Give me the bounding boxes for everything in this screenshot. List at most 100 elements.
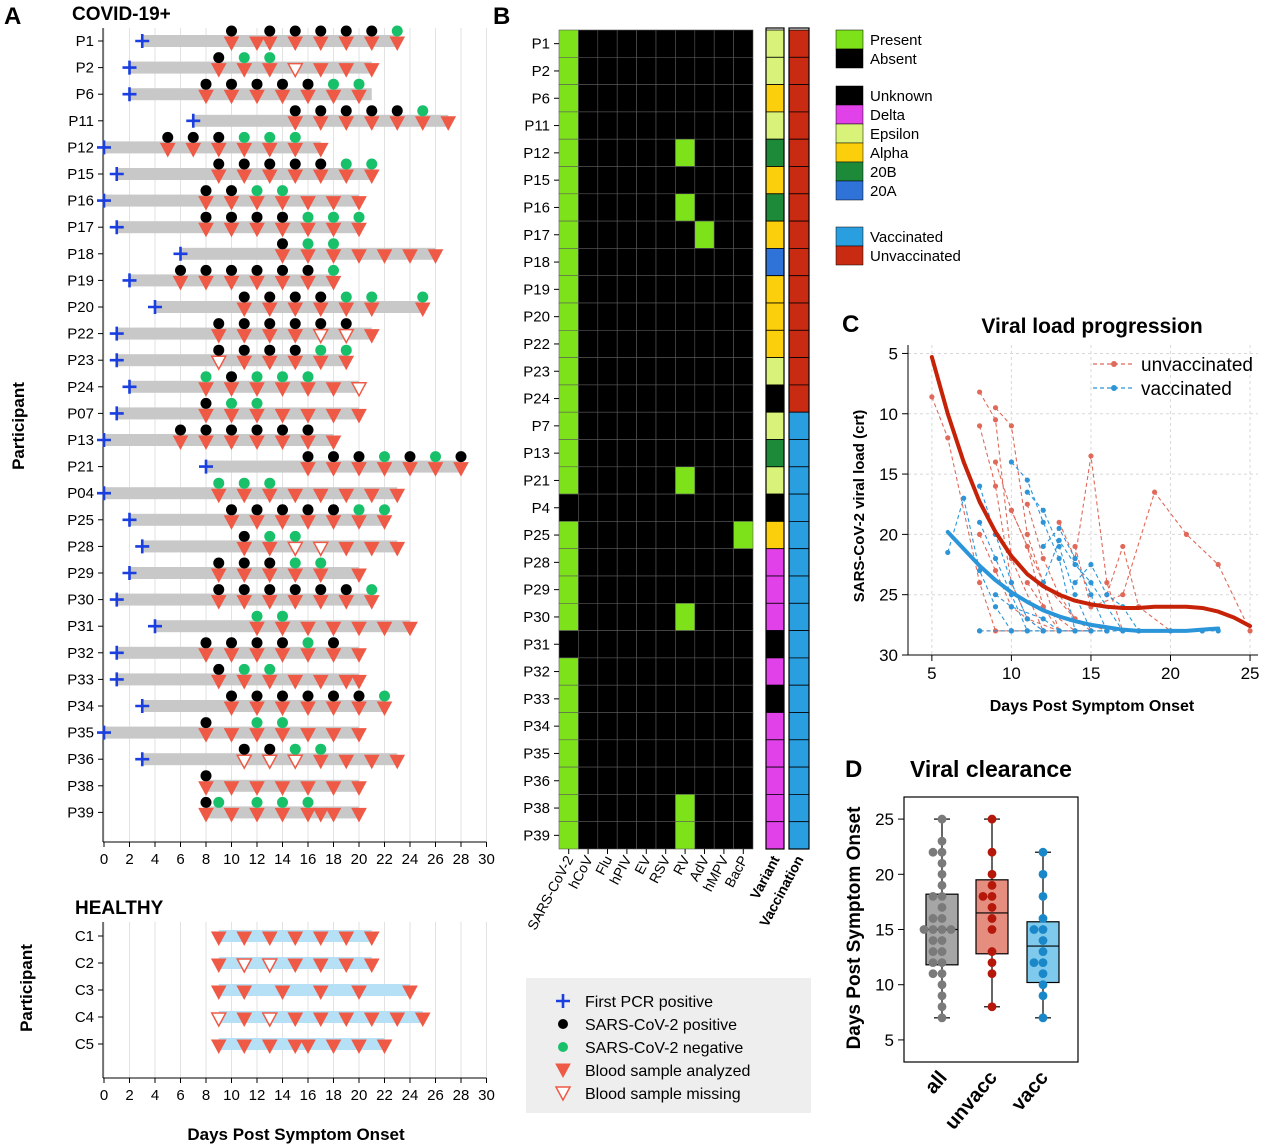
heatmap-cell: [655, 84, 676, 113]
pcr-positive-marker: [122, 87, 137, 102]
vaccination-cell: [788, 493, 810, 522]
box-data-point: [1038, 1013, 1048, 1023]
unvaccinated-series-line: [995, 407, 1091, 632]
variant-cell: [765, 548, 785, 577]
vaccinated-point: [1072, 592, 1078, 598]
blood-sample-marker: [351, 196, 367, 211]
blood-sample-marker: [325, 222, 342, 238]
vaccinated-point: [1056, 525, 1062, 531]
participant-label: P36: [67, 751, 94, 768]
negative-test-dot: [379, 504, 390, 516]
heatmap-cell: [578, 821, 599, 850]
positive-test-dot: [277, 424, 288, 436]
heatmap-cell: [597, 29, 618, 58]
blood-sample-marker: [274, 275, 291, 291]
blood-sample-marker: [249, 382, 265, 397]
participant-label: C2: [75, 955, 94, 972]
legend-vaccination-swatch: [835, 226, 864, 247]
heatmap-cell: [616, 275, 637, 304]
unvaccinated-fit-curve: [929, 355, 1253, 629]
panel-d-ylabel: Days Post Symptom Onset: [844, 806, 865, 1050]
blood-sample-marker: [287, 1039, 304, 1055]
participant-label: P15: [67, 166, 94, 183]
x-tick-label: 22: [376, 1087, 393, 1104]
positive-test-dot: [315, 291, 327, 303]
box-data-point: [987, 869, 997, 879]
participant-label: C3: [75, 982, 94, 999]
box-data-point: [987, 814, 997, 824]
heatmap-cell: [713, 302, 734, 331]
heatmap-cell: [655, 493, 676, 522]
box-data-point: [928, 958, 938, 968]
blood-sample-marker: [351, 985, 367, 1001]
legend-vaccination-swatch: [835, 245, 864, 266]
vaccinated-point: [1056, 555, 1062, 562]
participant-label: P17: [67, 219, 94, 236]
blood-sample-marker: [376, 621, 393, 637]
heatmap-cell: [558, 548, 579, 577]
box-data-point: [987, 1002, 997, 1012]
variant-cell: [765, 521, 785, 550]
heatmap-row-label: P12: [523, 145, 550, 162]
blood-sample-marker: [389, 36, 406, 52]
blood-sample-marker: [236, 63, 253, 78]
positive-test-dot: [302, 424, 314, 436]
heatmap-row-label: P36: [523, 773, 550, 790]
box-data-point: [1038, 914, 1048, 923]
heatmap-row-label: P2: [532, 63, 550, 80]
blood-sample-marker: [300, 701, 316, 717]
blood-sample-marker: [287, 674, 304, 690]
negative-test-dot: [353, 78, 365, 90]
heatmap-cell: [713, 193, 734, 222]
participant-label: P31: [67, 618, 94, 635]
heatmap-cell: [713, 166, 734, 195]
positive-test-dot: [238, 291, 250, 303]
blood-sample-marker: [312, 754, 329, 770]
heatmap-cell: [616, 138, 637, 167]
box-data-point: [1038, 936, 1048, 945]
heatmap-cell: [558, 193, 579, 222]
positive-test-dot: [302, 451, 314, 463]
heatmap-cell: [558, 248, 579, 276]
vaccinated-point: [1040, 507, 1046, 513]
negative-test-dot: [213, 796, 225, 808]
positive-test-dot: [200, 796, 212, 808]
vaccination-cell: [788, 138, 810, 167]
blood-sample-marker: [223, 408, 240, 424]
legend-presence-label: Present: [870, 32, 923, 49]
x-tick-label: 4: [151, 851, 159, 868]
heatmap-cell: [713, 548, 734, 577]
box-data-point: [937, 914, 947, 923]
positive-test-dot: [264, 344, 276, 356]
panel-d-letter: D: [845, 756, 862, 783]
heatmap-cell: [675, 302, 696, 331]
heatmap-cell: [675, 712, 696, 741]
heatmap-cell: [733, 84, 754, 113]
positive-test-dot: [226, 371, 237, 383]
blood-sample-marker: [338, 355, 355, 371]
variant-cell: [765, 138, 785, 167]
heatmap-cell: [675, 248, 696, 276]
heatmap-row-label: P13: [523, 445, 550, 462]
heatmap-cell: [616, 84, 637, 113]
blood-sample-marker: [325, 648, 342, 663]
blood-sample-marker: [261, 674, 278, 690]
legend-presence-label: Absent: [870, 51, 918, 68]
box-data-point: [1038, 869, 1048, 879]
x-tick-label: 2: [125, 1087, 133, 1104]
y-tick-label: 25: [879, 586, 898, 605]
negative-test-dot: [340, 291, 352, 303]
positive-test-dot: [213, 318, 225, 330]
blood-sample-marker: [312, 931, 329, 947]
blood-sample-marker: [325, 1039, 342, 1055]
variant-cell: [765, 220, 785, 249]
heatmap-cell: [616, 657, 637, 686]
negative-test-dot: [366, 291, 378, 303]
heatmap-cell: [694, 466, 715, 495]
heatmap-cell: [694, 657, 715, 686]
negative-test-dot: [289, 530, 301, 542]
pcr-positive-marker: [97, 433, 111, 447]
positive-test-dot: [213, 584, 225, 596]
blood-sample-marker: [351, 621, 367, 637]
